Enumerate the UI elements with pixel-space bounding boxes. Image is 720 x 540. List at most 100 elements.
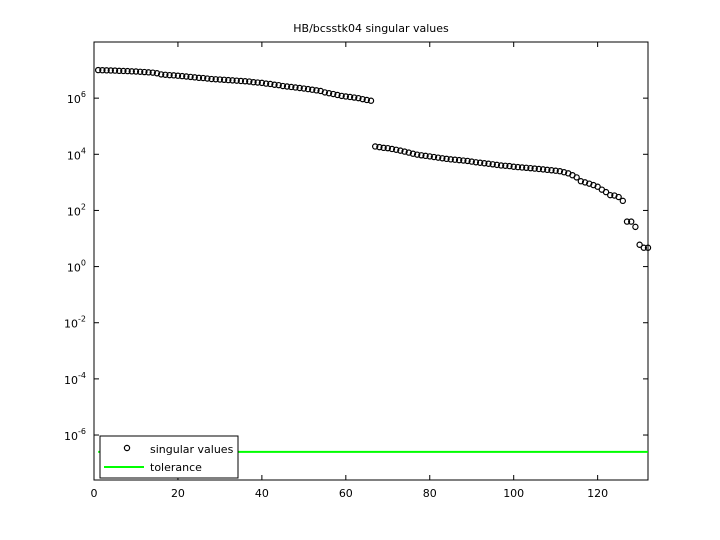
point (518, 164, 526, 171)
point (367, 97, 375, 104)
point (208, 75, 215, 83)
point (556, 167, 564, 175)
point (405, 149, 412, 156)
point (262, 80, 270, 87)
point (539, 166, 547, 173)
point (426, 153, 433, 160)
point (304, 85, 312, 93)
point (153, 70, 161, 77)
point (376, 143, 383, 151)
point (464, 157, 471, 165)
point (380, 144, 387, 152)
point (216, 76, 224, 83)
point (581, 179, 589, 186)
point (103, 67, 110, 74)
point (573, 174, 580, 181)
point (157, 71, 165, 78)
point (191, 74, 198, 81)
x-tick-label: 80 (423, 487, 437, 500)
point (300, 85, 308, 92)
point (355, 94, 362, 102)
point (502, 162, 509, 169)
legend-label: tolerance (150, 461, 202, 474)
point (124, 67, 131, 75)
point (233, 77, 240, 84)
legend-box (99, 435, 239, 479)
point (246, 78, 253, 85)
point (527, 164, 534, 172)
point (107, 67, 114, 74)
point (296, 84, 303, 92)
point (128, 68, 135, 75)
point (115, 67, 123, 75)
point (535, 165, 543, 173)
point (628, 218, 635, 225)
point (636, 241, 643, 248)
point (162, 71, 169, 78)
point (409, 150, 417, 157)
point (544, 166, 551, 174)
point (594, 183, 601, 190)
y-tick-label: 10-4 (64, 370, 86, 387)
point (481, 160, 488, 167)
point (363, 96, 371, 104)
point (640, 244, 648, 251)
point (359, 95, 366, 103)
point (615, 193, 622, 201)
point (313, 87, 320, 94)
point (430, 153, 438, 161)
point (607, 191, 614, 199)
point (510, 163, 517, 170)
point (183, 73, 190, 80)
point (644, 244, 652, 251)
point (422, 152, 429, 160)
point (493, 161, 501, 169)
point (401, 148, 408, 155)
point (472, 159, 480, 166)
point (212, 76, 219, 83)
point (384, 144, 391, 152)
point (195, 74, 203, 82)
point (170, 72, 177, 79)
point (397, 147, 404, 154)
point (623, 218, 631, 225)
point (111, 67, 119, 74)
point (254, 79, 261, 86)
point (577, 178, 585, 185)
point (279, 82, 287, 90)
point (325, 90, 333, 97)
point (94, 66, 102, 74)
point (460, 157, 467, 164)
point (132, 68, 140, 75)
point (330, 90, 337, 98)
point (451, 156, 459, 163)
point (602, 188, 610, 196)
point (371, 143, 379, 150)
point (204, 75, 211, 82)
x-tick-label: 40 (255, 487, 269, 500)
point (338, 92, 345, 100)
x-tick-label: 120 (587, 487, 608, 500)
point (267, 80, 274, 88)
point (632, 223, 639, 231)
x-tick-label: 20 (171, 487, 185, 500)
point (619, 197, 627, 205)
y-tick-label: 100 (67, 258, 86, 275)
y-tick-label: 10-2 (64, 314, 86, 331)
point (283, 83, 291, 90)
point (489, 161, 496, 168)
point (388, 145, 396, 153)
x-tick-label: 60 (339, 487, 353, 500)
point (120, 67, 127, 75)
point (241, 78, 249, 85)
point (342, 93, 350, 100)
point (229, 77, 236, 84)
point (334, 91, 341, 99)
point (497, 162, 505, 169)
point (166, 71, 173, 79)
chart-title: HB/bcsstk04 singular values (293, 22, 449, 35)
point (351, 94, 358, 101)
point (455, 156, 463, 164)
point (136, 68, 144, 75)
point (309, 86, 316, 93)
